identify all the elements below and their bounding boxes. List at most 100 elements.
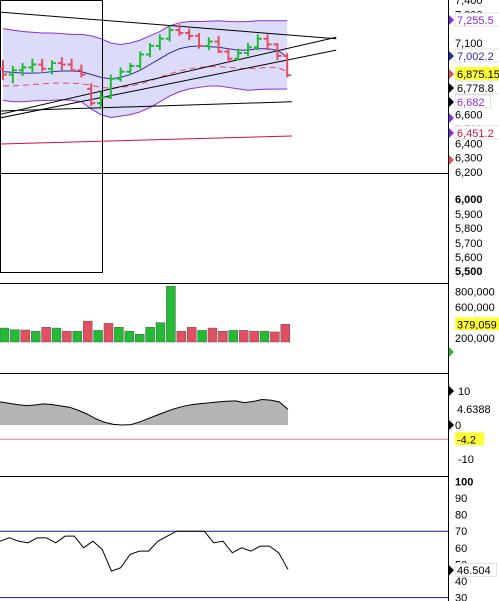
stochastic-line — [0, 530, 289, 572]
ohlc-bar — [77, 64, 86, 78]
volume-tick-label: 800,000 — [455, 287, 495, 299]
ohlc-bar — [204, 37, 213, 51]
bollinger-lower-line — [2, 85, 288, 119]
price-tick-label: 7,100 — [455, 38, 483, 50]
stochastic-tick-label: 80 — [455, 510, 467, 522]
price-flag-marker — [449, 128, 454, 138]
volume-bar — [0, 327, 10, 343]
stochastic-tick-label: 70 — [455, 526, 467, 538]
volume-flag-box — [455, 317, 499, 331]
volume-bar — [51, 327, 62, 343]
price-tick-label: 6,300 — [455, 153, 483, 165]
price-flag-box — [454, 48, 499, 63]
stochastic-marker — [449, 565, 454, 576]
price-tick-label: 7,400 — [455, 0, 483, 7]
volume-bar — [93, 330, 103, 343]
volume-bar — [238, 330, 249, 343]
volume-bar — [20, 329, 31, 343]
ohlc-bar — [146, 43, 154, 58]
trend-line — [0, 101, 293, 112]
zoom-selection-box — [0, 0, 103, 273]
price-flag-box — [454, 125, 499, 140]
stochastic-flag-label: 46.504 — [457, 565, 491, 577]
ohlc-bar — [234, 48, 243, 61]
price-flag-marker — [449, 113, 454, 123]
volume-bar — [62, 330, 72, 343]
oscillator-tick-label: -10 — [458, 454, 474, 466]
volume-bar — [270, 331, 280, 343]
oscillator-flag-label: 4.6388 — [457, 404, 491, 416]
volume-bar — [197, 330, 207, 343]
volume-bar — [114, 327, 124, 343]
volume-flag-marker — [449, 347, 454, 357]
ohlc-bar — [136, 51, 145, 69]
oscillator-flag-box — [455, 432, 485, 446]
stochastic-tick-label: 100 — [455, 476, 473, 488]
stochastic-tick-label: 30 — [455, 593, 467, 601]
dashed-moving-average — [3, 66, 288, 89]
volume-tick-label: 200,000 — [455, 333, 495, 345]
volume-bar — [134, 334, 145, 343]
price-flag-label: 6,451.2 — [457, 128, 494, 140]
volume-flag-label: 379,059 — [457, 319, 497, 331]
ohlc-bar — [214, 35, 223, 54]
price-flag-box — [454, 94, 491, 109]
price-tick-label: 5,600 — [455, 252, 483, 264]
price-flag-box — [455, 67, 499, 80]
ohlc-bar — [87, 83, 96, 107]
oscillator-marker — [449, 420, 454, 430]
volume-bar — [228, 330, 239, 343]
trend-line — [0, 36, 337, 115]
ohlc-bar — [253, 34, 262, 51]
price-flag-label: 6,682 — [457, 97, 485, 109]
oscillator-tick-label: 10 — [458, 386, 470, 398]
oscillator-tick-label: 0 — [455, 420, 461, 432]
oscillator-flag-box — [455, 402, 497, 416]
bollinger-mid-line — [2, 45, 288, 80]
price-flag-marker — [449, 69, 454, 79]
ohlc-bar — [48, 60, 56, 75]
price-tick-label: 5,900 — [455, 209, 483, 221]
stochastic-tick-label: 90 — [455, 493, 467, 505]
ohlc-bar — [18, 63, 27, 76]
stochastic-tick-label: 40 — [455, 576, 467, 588]
price-flag-marker — [449, 97, 454, 107]
volume-bar — [30, 330, 41, 343]
price-flag-marker — [449, 155, 454, 165]
price-flag-label: 7,255.5 — [457, 15, 494, 27]
price-flag-label: 6,875.15 — [457, 69, 499, 81]
ohlc-bar — [263, 34, 272, 51]
volume-bar — [103, 323, 114, 343]
price-flag-marker — [449, 15, 454, 25]
ohlc-bar — [185, 28, 194, 41]
trend-line — [0, 135, 293, 145]
ohlc-bar — [175, 24, 184, 36]
price-tick-label: 6,600 — [455, 110, 483, 122]
volume-bar — [280, 324, 291, 343]
volume-bar — [41, 327, 51, 343]
volume-bar — [155, 322, 166, 343]
volume-bar — [176, 330, 187, 343]
volume-bar — [124, 330, 135, 343]
volume-tick-label: 600,000 — [455, 302, 495, 314]
price-flag-box — [454, 80, 499, 95]
volume-bar — [82, 320, 93, 343]
volume-bar — [218, 330, 228, 343]
bollinger-upper-line — [2, 20, 288, 45]
stochastic-flag-box — [454, 562, 498, 577]
ohlc-bar — [195, 32, 203, 49]
oscillator-line — [0, 398, 289, 426]
price-flag-label: 6,778.8 — [457, 83, 494, 95]
ohlc-bar — [28, 58, 37, 74]
stochastic-tick-label: 60 — [455, 543, 467, 555]
ohlc-bar — [165, 25, 174, 42]
trend-line — [0, 49, 337, 119]
ohlc-bar — [283, 53, 292, 78]
oscillator-flag-label: -4.2 — [457, 434, 476, 446]
ohlc-bar — [0, 60, 7, 81]
ohlc-bar — [38, 58, 47, 72]
price-tick-label: 5,700 — [455, 238, 483, 250]
ohlc-bar — [67, 58, 76, 72]
price-tick-label: 5,800 — [455, 223, 483, 235]
volume-bar — [186, 327, 197, 343]
